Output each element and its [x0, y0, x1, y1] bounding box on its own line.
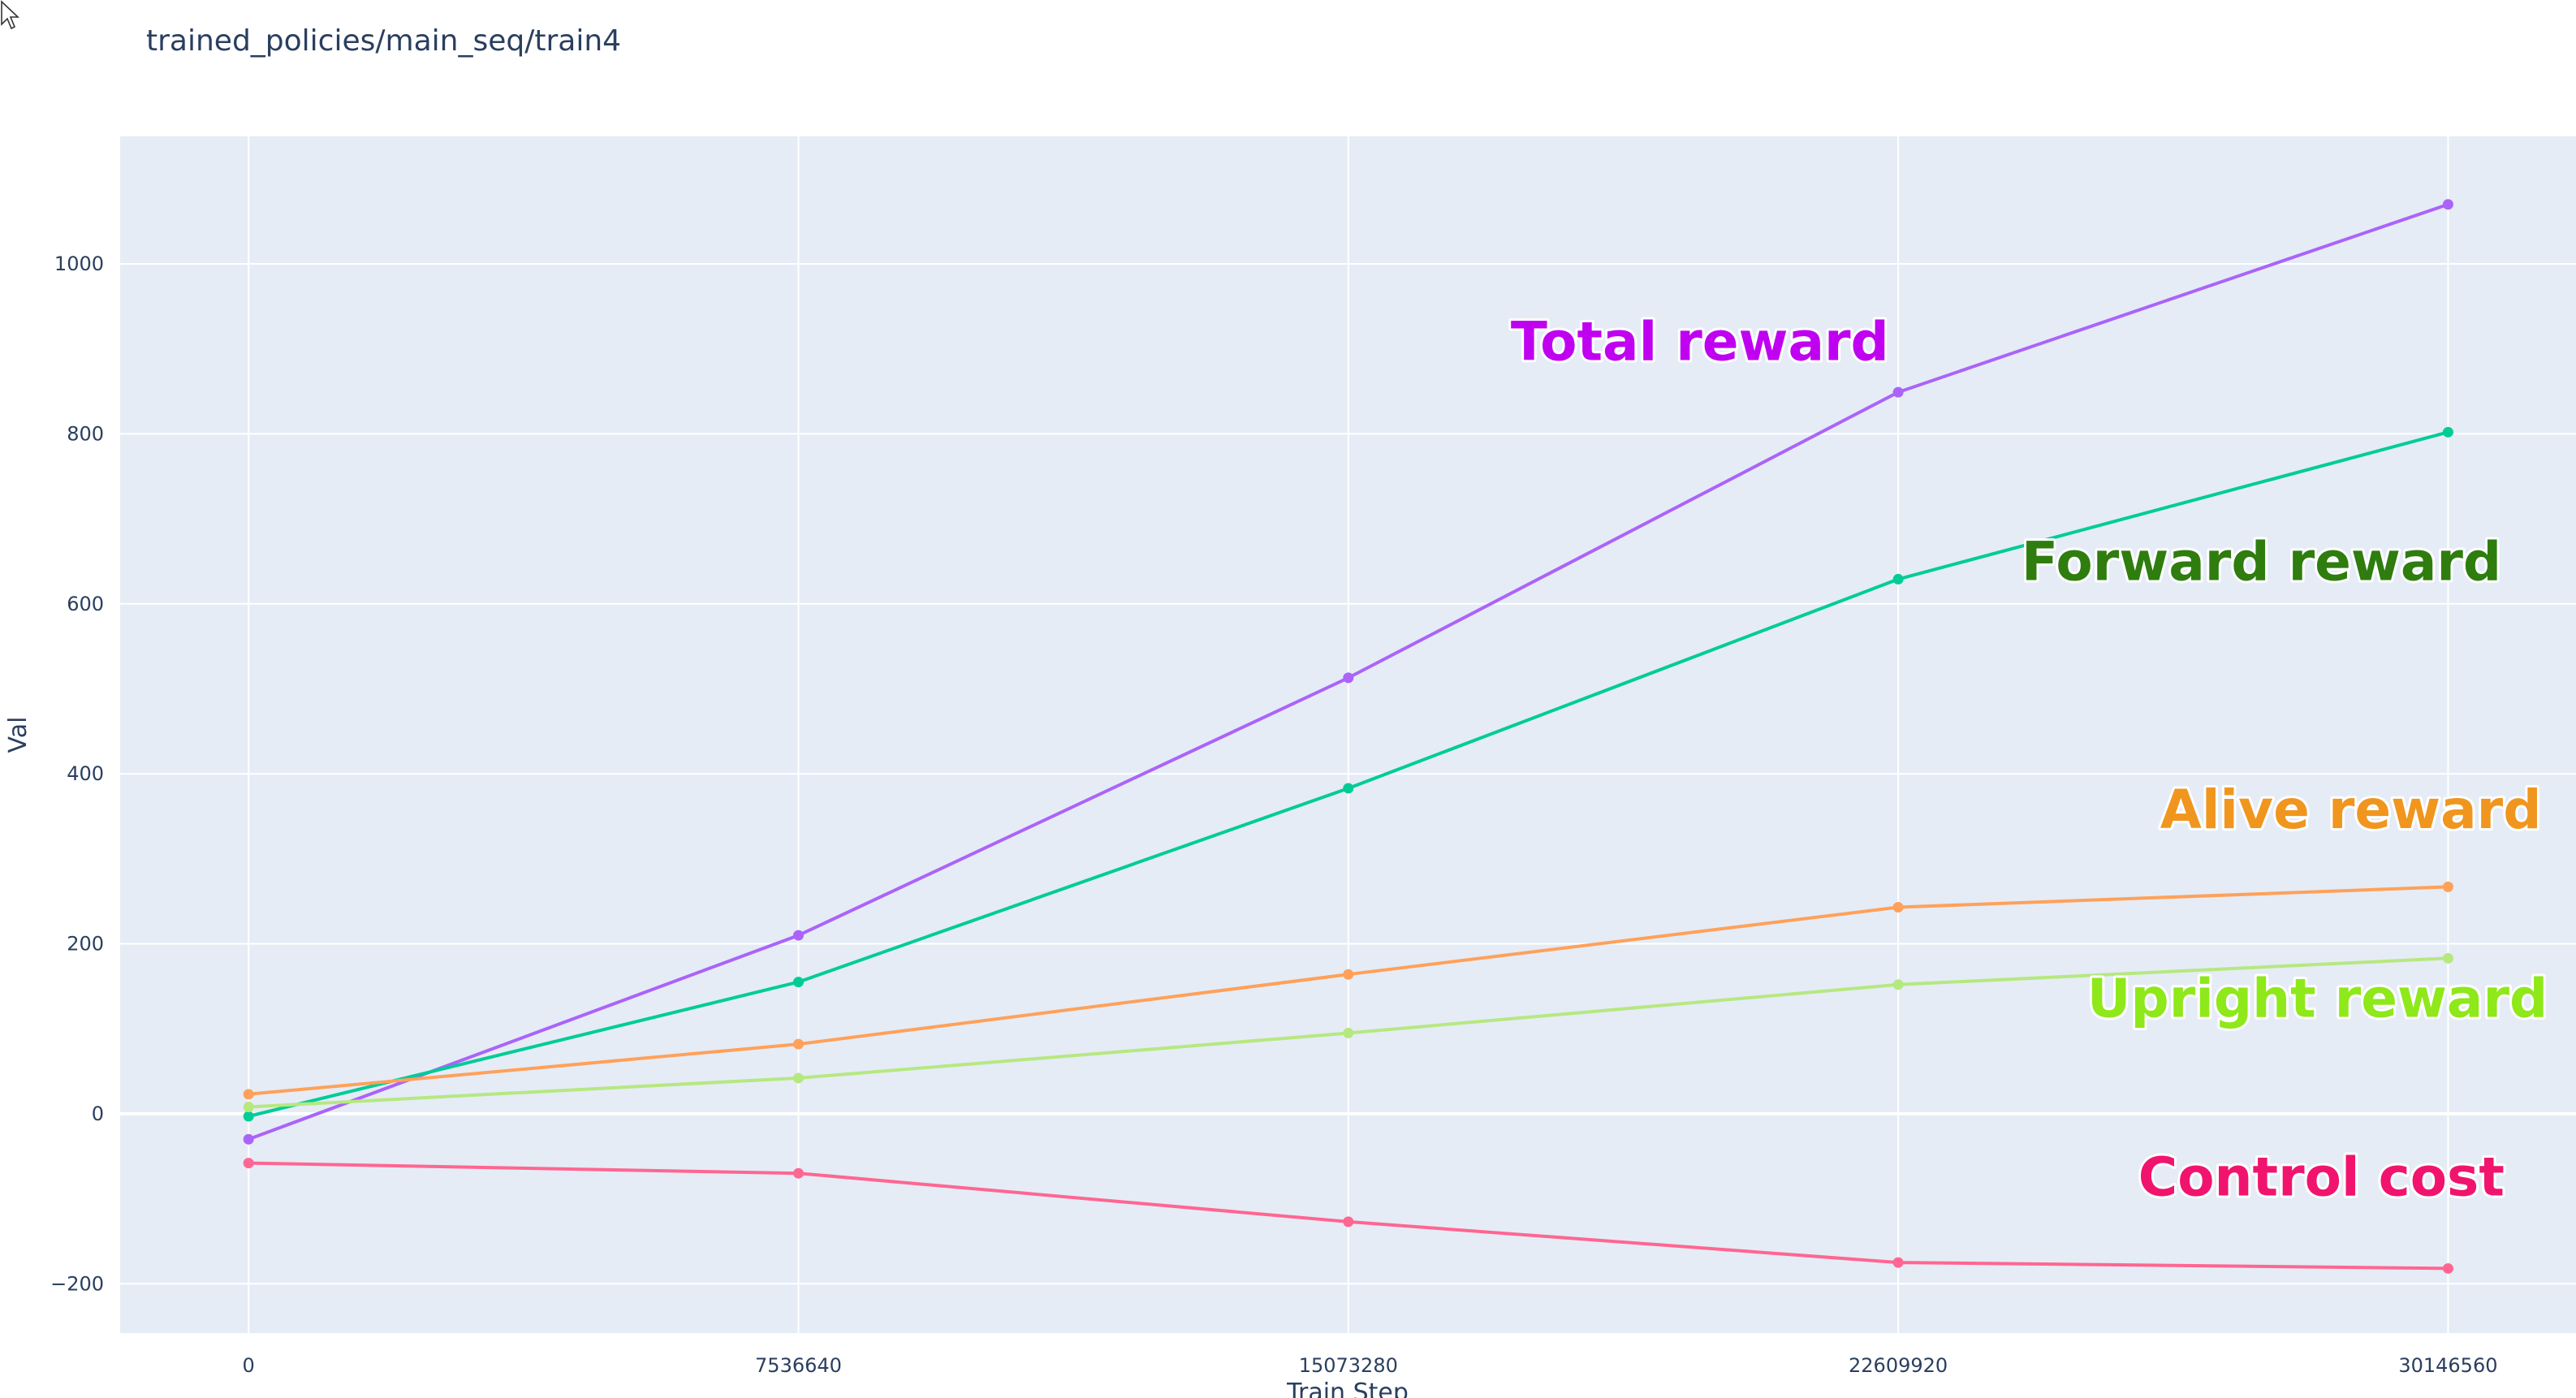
y-tick-label: 400	[67, 762, 104, 785]
data-point-total-reward	[1892, 386, 1904, 398]
y-tick-label: 600	[67, 593, 104, 615]
data-point-forward-reward	[1892, 573, 1904, 585]
data-point-upright-reward	[1343, 1027, 1354, 1038]
data-point-forward-reward	[1343, 783, 1354, 794]
x-tick-label: 0	[243, 1354, 255, 1377]
page-title: trained_policies/main_seq/train4	[146, 24, 622, 58]
annotation-alive-reward: Alive reward	[2160, 779, 2542, 841]
annotation-control-cost: Control cost	[2138, 1146, 2505, 1208]
data-point-control-cost	[2442, 1262, 2453, 1274]
mouse-cursor-icon	[1, 0, 19, 30]
data-point-alive-reward	[792, 1038, 804, 1050]
y-axis-title: Val	[4, 717, 32, 753]
x-tick-label: 7536640	[755, 1354, 842, 1377]
data-point-forward-reward	[243, 1111, 254, 1122]
annotation-total-reward: Total reward	[1511, 310, 1889, 373]
data-point-alive-reward	[243, 1089, 254, 1100]
data-point-control-cost	[243, 1158, 254, 1169]
data-point-total-reward	[2442, 199, 2453, 210]
series-markers	[243, 199, 2453, 1274]
y-tick-label: 200	[67, 933, 104, 956]
data-point-upright-reward	[2442, 952, 2453, 964]
series-annotations: Total reward Forward reward Alive reward Up…	[1508, 308, 2550, 1210]
data-point-alive-reward	[2442, 881, 2453, 892]
data-point-upright-reward	[243, 1102, 254, 1113]
annotation-upright-reward: Upright reward	[2087, 968, 2548, 1030]
y-tick-label: −200	[50, 1272, 104, 1295]
data-point-control-cost	[792, 1167, 804, 1179]
data-point-control-cost	[1343, 1216, 1354, 1228]
data-point-alive-reward	[1892, 902, 1904, 913]
data-point-total-reward	[1343, 672, 1354, 684]
x-tick-label: 15073280	[1299, 1354, 1398, 1377]
y-axis-ticks: −200 0 200 400 600 800 1000	[50, 252, 104, 1295]
data-point-control-cost	[1892, 1257, 1904, 1268]
x-tick-label: 30146560	[2398, 1354, 2497, 1377]
data-point-alive-reward	[1343, 969, 1354, 980]
x-tick-label: 22609920	[1849, 1354, 1948, 1377]
data-point-total-reward	[792, 930, 804, 941]
y-tick-label: 1000	[54, 252, 104, 275]
annotation-forward-reward: Forward reward	[2022, 530, 2501, 593]
data-point-upright-reward	[792, 1072, 804, 1084]
data-point-forward-reward	[2442, 426, 2453, 438]
y-tick-label: 0	[92, 1102, 104, 1125]
data-point-upright-reward	[1892, 979, 1904, 990]
y-tick-label: 800	[67, 422, 104, 445]
data-point-total-reward	[243, 1133, 254, 1145]
grid-lines	[120, 136, 2576, 1333]
x-axis-title: Train Step	[1286, 1379, 1409, 1398]
x-axis-ticks: 0 7536640 15073280 22609920 30146560	[243, 1354, 2498, 1377]
data-point-forward-reward	[792, 977, 804, 988]
